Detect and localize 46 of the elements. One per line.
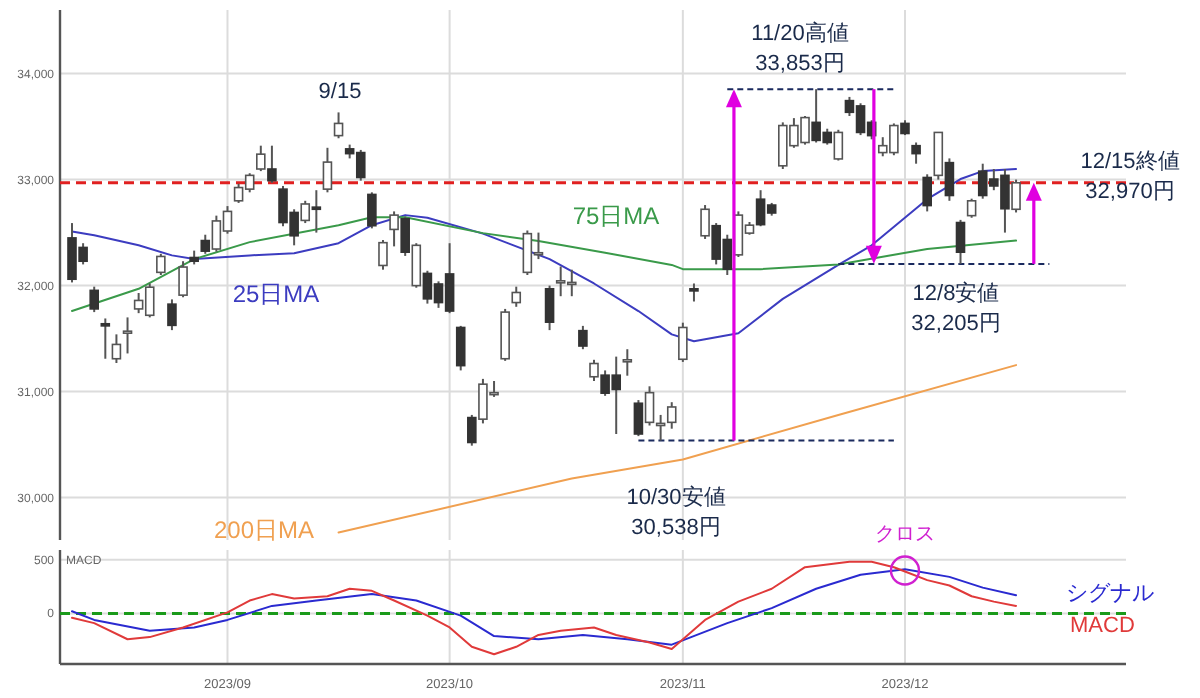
- annotation: 12/8安値 32,205円: [911, 280, 1001, 336]
- series-label: 75日MA: [572, 202, 660, 230]
- candlestick: [511, 285, 522, 308]
- candlestick: [389, 210, 399, 248]
- annotation: 11/20高値 33,853円: [751, 20, 849, 76]
- candlestick: [911, 141, 921, 165]
- series-label: 25日MA: [232, 280, 320, 308]
- candlestick: [89, 285, 100, 314]
- annotation: クロス: [874, 524, 935, 547]
- candlestick: [333, 111, 344, 140]
- candlestick: [455, 324, 466, 372]
- candlestick: [689, 282, 699, 303]
- candlestick: [955, 218, 966, 265]
- candlestick: [300, 199, 311, 225]
- candlestick: [578, 324, 588, 351]
- series-label: 200日MA: [213, 516, 315, 544]
- candlestick: [933, 131, 944, 181]
- candlestick: [666, 401, 677, 430]
- annotation: 12/15終値 32,970円: [1080, 150, 1180, 204]
- text: MACD: [1070, 614, 1135, 638]
- annotation: 10/30安値 30,538円: [626, 484, 726, 540]
- candlestick: [922, 173, 932, 213]
- candlestick: [378, 239, 388, 271]
- candlestick: [367, 191, 377, 230]
- candlestick: [622, 348, 633, 377]
- candlestick: [589, 358, 599, 382]
- candlestick: [322, 146, 333, 194]
- candlestick: [500, 307, 510, 362]
- candlestick: [966, 197, 977, 219]
- candlestick: [1011, 178, 1021, 214]
- line-series: [71, 168, 1018, 343]
- candlestick: [678, 321, 688, 363]
- candlestick: [156, 252, 166, 276]
- text: シグナル: [1066, 582, 1154, 606]
- candlestick: [100, 317, 111, 360]
- annotation: 9/15: [318, 80, 362, 104]
- candlestick: [544, 284, 555, 332]
- candlestick: [700, 204, 710, 240]
- candlestick: [833, 128, 844, 162]
- candlestick: [256, 144, 266, 173]
- candlestick: [122, 316, 133, 355]
- candlestick: [178, 260, 188, 299]
- candlestick: [644, 385, 655, 427]
- candlestick: [111, 333, 122, 364]
- candlestick: [411, 242, 422, 289]
- candlestick: [167, 298, 177, 332]
